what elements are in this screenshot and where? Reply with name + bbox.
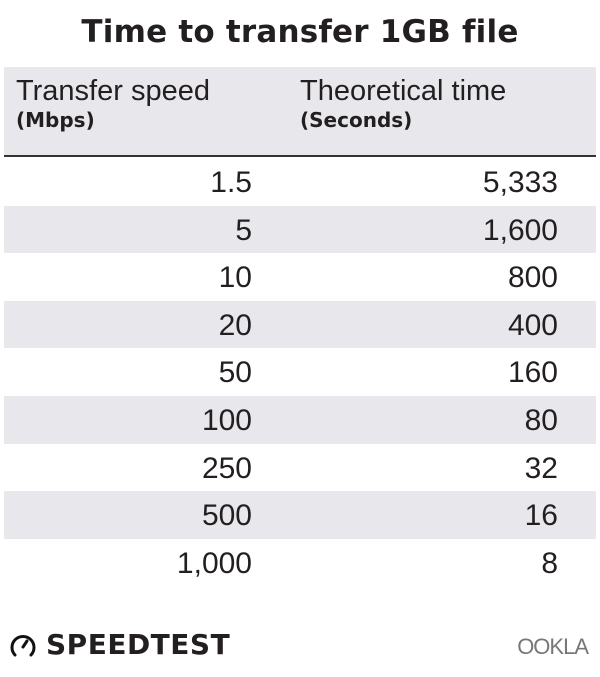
column-header-time: Theoretical time (Seconds)	[300, 75, 506, 132]
speed-cell: 1,000	[176, 546, 252, 580]
table-row: 1,000 8	[4, 539, 596, 587]
table-row: 50 160	[4, 348, 596, 396]
table-body: 1.5 5,333 5 1,600 10 800 20 400 50 160 100 80 250 32 5…	[4, 158, 596, 586]
column-header-speed: Transfer speed (Mbps)	[16, 75, 210, 132]
time-cell: 80	[524, 403, 558, 437]
speed-cell: 5	[235, 213, 252, 247]
time-cell: 160	[507, 356, 558, 390]
speedtest-logo: SPEEDTEST	[8, 628, 230, 661]
table-row: 5 1,600	[4, 205, 596, 254]
table-header: Transfer speed (Mbps) Theoretical time (…	[4, 67, 596, 157]
speed-cell: 20	[218, 308, 252, 342]
speedtest-wordmark: SPEEDTEST	[46, 628, 231, 661]
table-title: Time to transfer 1GB file	[81, 14, 519, 50]
time-cell: 32	[524, 451, 558, 485]
column-label: Transfer speed	[16, 75, 210, 107]
table-row: 500 16	[4, 491, 596, 539]
speed-cell: 10	[218, 261, 252, 295]
table-row: 250 32	[4, 444, 596, 492]
time-cell: 16	[524, 499, 558, 533]
gauge-icon	[10, 634, 36, 656]
speed-cell: 50	[218, 356, 252, 390]
speed-cell: 1.5	[210, 166, 252, 199]
table-row: 1.5 5,333	[4, 158, 596, 206]
time-cell: 5,333	[482, 166, 558, 199]
time-cell: 8	[541, 546, 558, 580]
time-cell: 400	[507, 308, 558, 342]
speed-cell: 500	[201, 499, 252, 533]
time-cell: 1,600	[482, 213, 558, 247]
ookla-logo: OOKLA	[517, 634, 589, 659]
speed-cell: 250	[201, 451, 252, 485]
speed-cell: 100	[201, 403, 252, 437]
table-row: 20 400	[4, 300, 596, 349]
column-unit: (Seconds)	[300, 108, 413, 132]
time-cell: 800	[507, 261, 558, 295]
column-unit: (Mbps)	[16, 108, 95, 132]
table-row: 100 80	[4, 395, 596, 444]
footer: SPEEDTEST OOKLA	[0, 628, 600, 668]
column-label: Theoretical time	[300, 75, 507, 107]
table-row: 10 800	[4, 253, 596, 301]
